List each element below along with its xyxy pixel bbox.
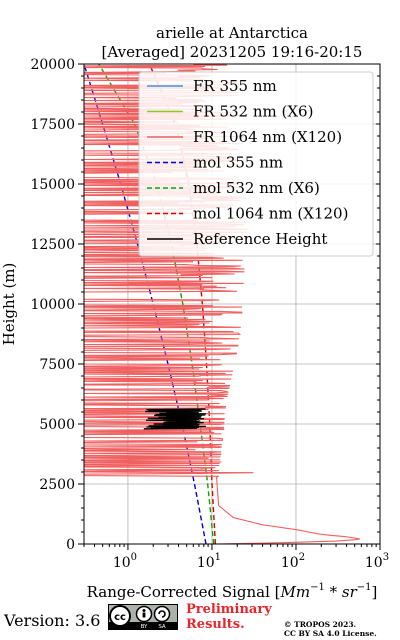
x-axis-label: Range-Corrected Signal [Mm−1 * sr−1] [87,582,378,601]
y-tick-label: 12500 [30,237,75,253]
x-tick-label: 100 [113,552,137,571]
y-tick-label: 5000 [39,417,75,433]
y-axis-label: Height (m) [0,263,18,346]
legend-label: FR 532 nm (X6) [193,103,313,121]
ticks: 0 2500 5000 7500 10000 12500 15000 17500 20000 10… [30,57,389,571]
x-tick-label: 102 [281,552,305,571]
y-tick-label: 17500 [30,117,75,133]
chart-title-line1: arielle at Antarctica [156,24,308,42]
y-tick-label: 10000 [30,297,75,313]
legend-box [138,71,374,257]
y-tick-label: 0 [66,537,75,553]
y-tick-label: 15000 [30,177,75,193]
legend-label: mol 532 nm (X6) [193,179,320,197]
legend-label: mol 1064 nm (X120) [193,205,348,223]
svg-text:cc: cc [114,612,126,623]
svg-text:BY: BY [141,624,148,630]
legend-label: Reference Height [193,230,327,248]
legend-label: FR 1064 nm (X120) [193,128,342,146]
copyright-notice: © TROPOS 2023. CC BY SA 4.0 License. [284,620,377,638]
x-tick-label: 101 [197,552,221,571]
y-tick-label: 2500 [39,477,75,493]
preliminary-results-label: Preliminary Results. [186,602,272,632]
chart-title-line2: [Averaged] 20231205 19:16-20:15 [102,43,363,61]
x-tick-label: 103 [365,552,389,571]
version-label: Version: 3.6 [4,611,101,630]
legend: FR 355 nm FR 532 nm (X6) FR 1064 nm (X120)… [138,71,374,257]
y-tick-label: 20000 [30,57,75,73]
cc-by-sa-badge-icon: cc BY SA [108,604,178,630]
legend-label: FR 355 nm [193,77,277,95]
svg-text:SA: SA [158,624,166,630]
series-reference-height [143,408,206,430]
legend-label: mol 355 nm [193,154,283,172]
y-tick-label: 7500 [39,357,75,373]
